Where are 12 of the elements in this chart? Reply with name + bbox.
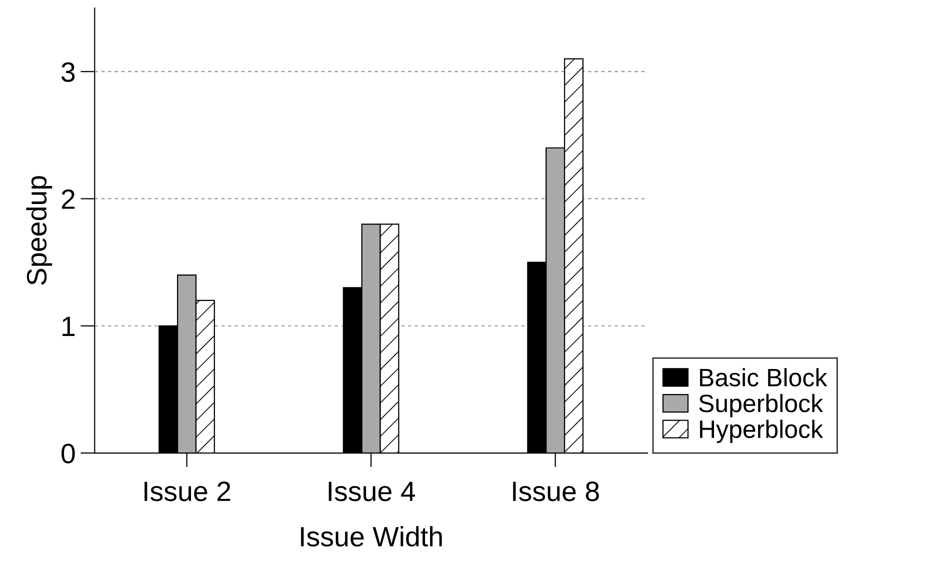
x-tick-label: Issue 4 [328,482,416,502]
y-axis-title: Speedup [26,176,52,285]
legend-label: Basic Block [700,368,828,386]
y-tick-label: 2 [62,189,74,209]
x-axis-title: Issue Width [301,526,442,547]
y-tick-label: 0 [62,444,75,464]
x-tick-label: Issue 2 [144,482,230,502]
legend-label: Superblock [699,394,824,418]
y-tick-label: 1 [62,316,75,336]
x-tick-label: Issue 8 [513,482,599,502]
y-tick-label: 3 [62,62,75,82]
legend-label: Hyperblock [700,420,824,444]
